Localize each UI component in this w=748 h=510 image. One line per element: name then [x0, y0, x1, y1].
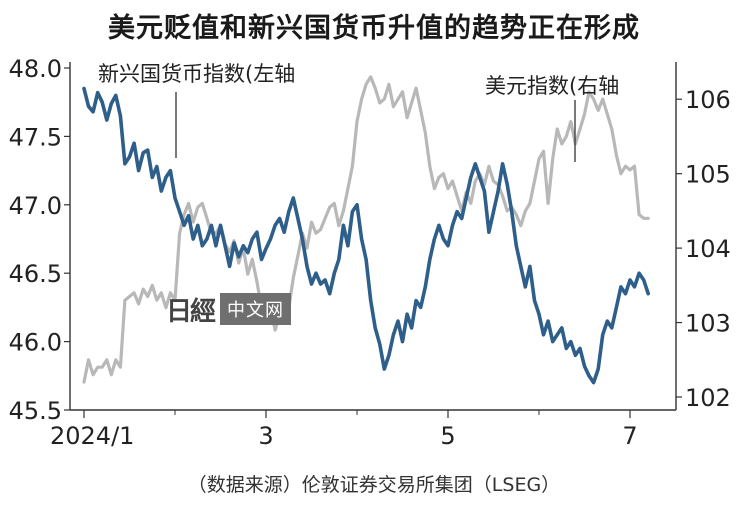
- y-left-tick-label: 47.0: [9, 192, 62, 220]
- annotation-right-series: 美元指数(右轴: [485, 74, 619, 98]
- y-right-tick-label: 102: [685, 384, 731, 412]
- x-tick-label: 7: [622, 422, 637, 450]
- x-tick-label: 5: [440, 422, 455, 450]
- y-left-tick-label: 46.5: [9, 260, 62, 288]
- y-right-tick-label: 104: [685, 235, 731, 263]
- watermark: 日經 中文网: [160, 292, 292, 327]
- annotation-left-series: 新兴国货币指数(左轴: [98, 62, 295, 86]
- y-right-tick-label: 103: [685, 310, 731, 338]
- x-tick-label: 3: [258, 422, 273, 450]
- y-left-tick-label: 46.0: [9, 329, 62, 357]
- y-right-tick-label: 105: [685, 161, 731, 189]
- y-left-tick-label: 48.0: [9, 55, 62, 83]
- data-source: （数据来源）伦敦证券交易所集团（LSEG）: [187, 474, 561, 496]
- chart-title: 美元贬值和新兴国货币升值的趋势正在形成: [108, 13, 640, 44]
- series-line-dollar-index: [82, 75, 650, 384]
- y-left-tick-label: 47.5: [9, 123, 62, 151]
- series-line-emerging-currency: [82, 86, 650, 385]
- y-right-tick-label: 106: [685, 86, 731, 114]
- x-tick-label: 2024/1: [50, 422, 134, 450]
- watermark-label: 中文网: [220, 293, 292, 325]
- chart-area: 45.5 46.0 46.5 47.0 47.5 48.0 102 103 104 105 106 2…: [9, 55, 731, 450]
- nikkei-logo: 日經: [166, 296, 216, 327]
- plot-region: 45.5 46.0 46.5 47.0 47.5 48.0 102 103 104 105 106 2…: [9, 55, 731, 450]
- y-left-tick-label: 45.5: [9, 397, 62, 425]
